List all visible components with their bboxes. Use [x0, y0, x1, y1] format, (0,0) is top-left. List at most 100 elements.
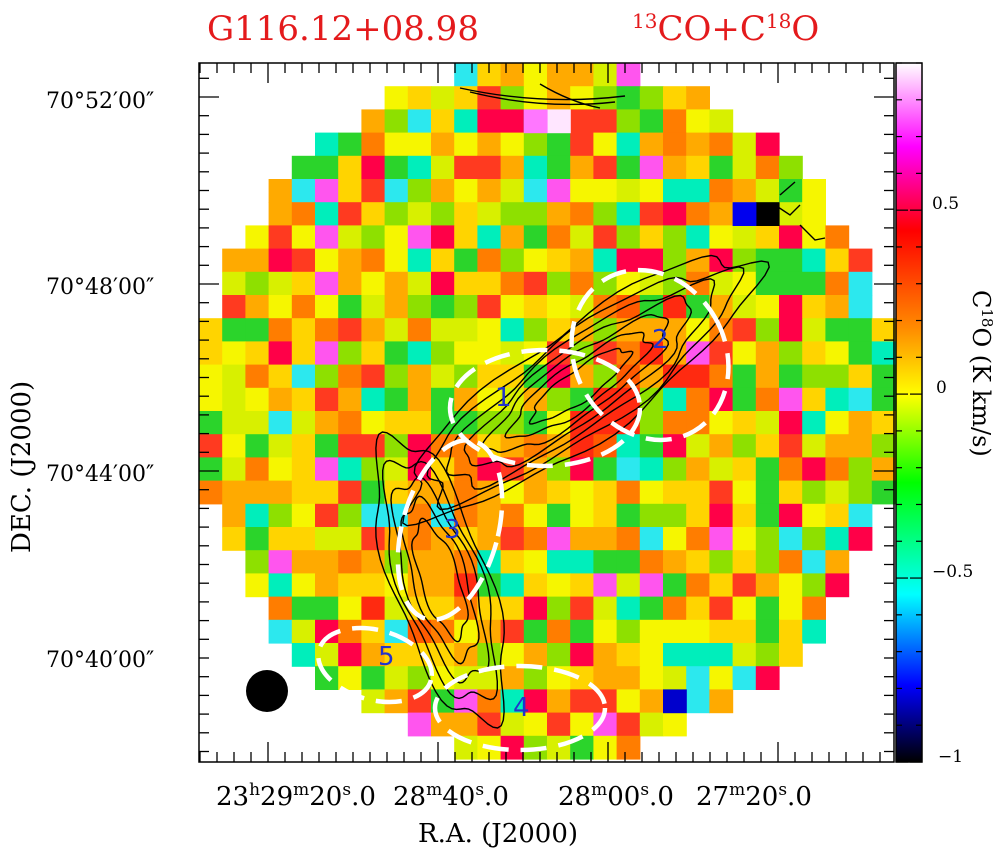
heatmap-pixel	[361, 666, 386, 690]
heatmap-pixel	[268, 341, 293, 366]
heatmap-pixel	[407, 132, 432, 157]
heatmap-pixel	[338, 643, 362, 667]
heatmap-pixel	[732, 503, 757, 528]
heatmap-pixel	[477, 155, 502, 180]
heatmap-pixel	[779, 225, 803, 250]
heatmap-pixel	[291, 179, 316, 203]
heatmap-pixel	[686, 457, 710, 482]
heatmap-pixel	[407, 712, 432, 737]
heatmap-pixel	[291, 248, 316, 273]
heatmap-pixel	[222, 295, 246, 319]
heatmap-pixel	[477, 596, 502, 621]
heatmap-pixel	[407, 86, 432, 110]
heatmap-pixel	[616, 503, 641, 528]
heatmap-pixel	[547, 63, 571, 87]
heatmap-pixel	[732, 132, 757, 157]
heatmap-pixel	[663, 411, 687, 435]
heatmap-pixel	[268, 248, 293, 273]
heatmap-pixel	[407, 271, 432, 296]
heatmap-pixel	[291, 295, 316, 319]
heatmap-pixel	[802, 271, 826, 296]
heatmap-pixel	[732, 643, 757, 667]
heatmap-pixel	[291, 318, 316, 342]
heatmap-pixel	[500, 248, 525, 273]
heatmap-pixel	[663, 387, 687, 412]
heatmap-pixel	[779, 596, 803, 621]
heatmap-pixel	[477, 480, 502, 505]
heatmap-pixel	[616, 179, 641, 203]
heatmap-pixel	[593, 248, 618, 273]
heatmap-pixel	[825, 480, 850, 505]
heatmap-pixel	[802, 225, 826, 250]
heatmap-pixel	[779, 271, 803, 296]
heatmap-pixel	[547, 109, 571, 134]
heatmap-pixel	[338, 387, 362, 412]
heatmap-pixel	[570, 712, 594, 737]
heatmap-pixel	[361, 155, 386, 180]
heatmap-pixel	[547, 248, 571, 273]
heatmap-pixel	[802, 619, 826, 644]
heatmap-pixel	[779, 411, 803, 435]
heatmap-pixel	[361, 179, 386, 203]
heatmap-pixel	[523, 596, 548, 621]
heatmap-pixel	[523, 573, 548, 598]
colorbar-tick-label: 0.5	[932, 194, 959, 214]
heatmap-pixel	[686, 202, 710, 226]
heatmap-pixel	[361, 434, 386, 458]
heatmap-pixel	[454, 411, 478, 435]
heatmap-pixel	[663, 86, 687, 110]
heatmap-pixel	[755, 643, 780, 667]
heatmap-pixel	[848, 527, 873, 551]
heatmap-pixel	[361, 457, 386, 482]
heatmap-pixel	[547, 132, 571, 157]
heatmap-pixel	[384, 341, 409, 366]
contour-line	[382, 459, 498, 701]
x-tick-label: 28m00s.0	[558, 780, 674, 812]
heatmap-pixel	[500, 596, 525, 621]
heatmap-pixel	[570, 225, 594, 250]
heatmap-pixel	[616, 735, 641, 760]
heatmap-pixel	[871, 411, 896, 435]
heatmap-pixel	[291, 527, 316, 551]
heatmap-pixel	[825, 318, 850, 342]
map-frame	[198, 62, 895, 763]
heatmap-pixel	[871, 457, 896, 482]
heatmap-pixel	[338, 132, 362, 157]
heatmap-pixel	[407, 318, 432, 342]
contour-line	[774, 181, 826, 241]
heatmap-pixel	[431, 434, 455, 458]
heatmap-pixel	[639, 550, 664, 574]
heatmap-pixel	[570, 550, 594, 574]
heatmap-pixel	[454, 202, 478, 226]
heatmap-pixel	[732, 411, 757, 435]
heatmap-pixel	[755, 387, 780, 412]
heatmap-pixel	[639, 596, 664, 621]
heatmap-pixel	[315, 457, 339, 482]
heatmap-pixel	[222, 387, 246, 412]
heatmap-pixel	[477, 643, 502, 667]
heatmap-pixel	[570, 596, 594, 621]
heatmap-pixel	[454, 248, 478, 273]
heatmap-pixel	[732, 596, 757, 621]
heatmap-pixel	[570, 109, 594, 134]
heatmap-pixel	[755, 271, 780, 296]
heatmap-pixel	[361, 480, 386, 505]
heatmap-pixel	[686, 155, 710, 180]
heatmap-pixel	[245, 387, 270, 412]
heatmap-pixel	[291, 387, 316, 412]
heatmap-pixel	[361, 573, 386, 598]
heatmap-pixel	[431, 271, 455, 296]
heatmap-pixel	[779, 550, 803, 574]
heatmap-pixel	[639, 411, 664, 435]
heatmap-pixel	[523, 712, 548, 737]
heatmap-pixel	[407, 480, 432, 505]
heatmap-pixel	[802, 202, 826, 226]
heatmap-pixel	[547, 179, 571, 203]
heatmap-pixel	[500, 225, 525, 250]
heatmap-pixel	[407, 225, 432, 250]
heatmap-pixel	[570, 503, 594, 528]
heatmap-pixel	[523, 179, 548, 203]
heatmap-pixel	[570, 132, 594, 157]
heatmap-pixel	[639, 457, 664, 482]
